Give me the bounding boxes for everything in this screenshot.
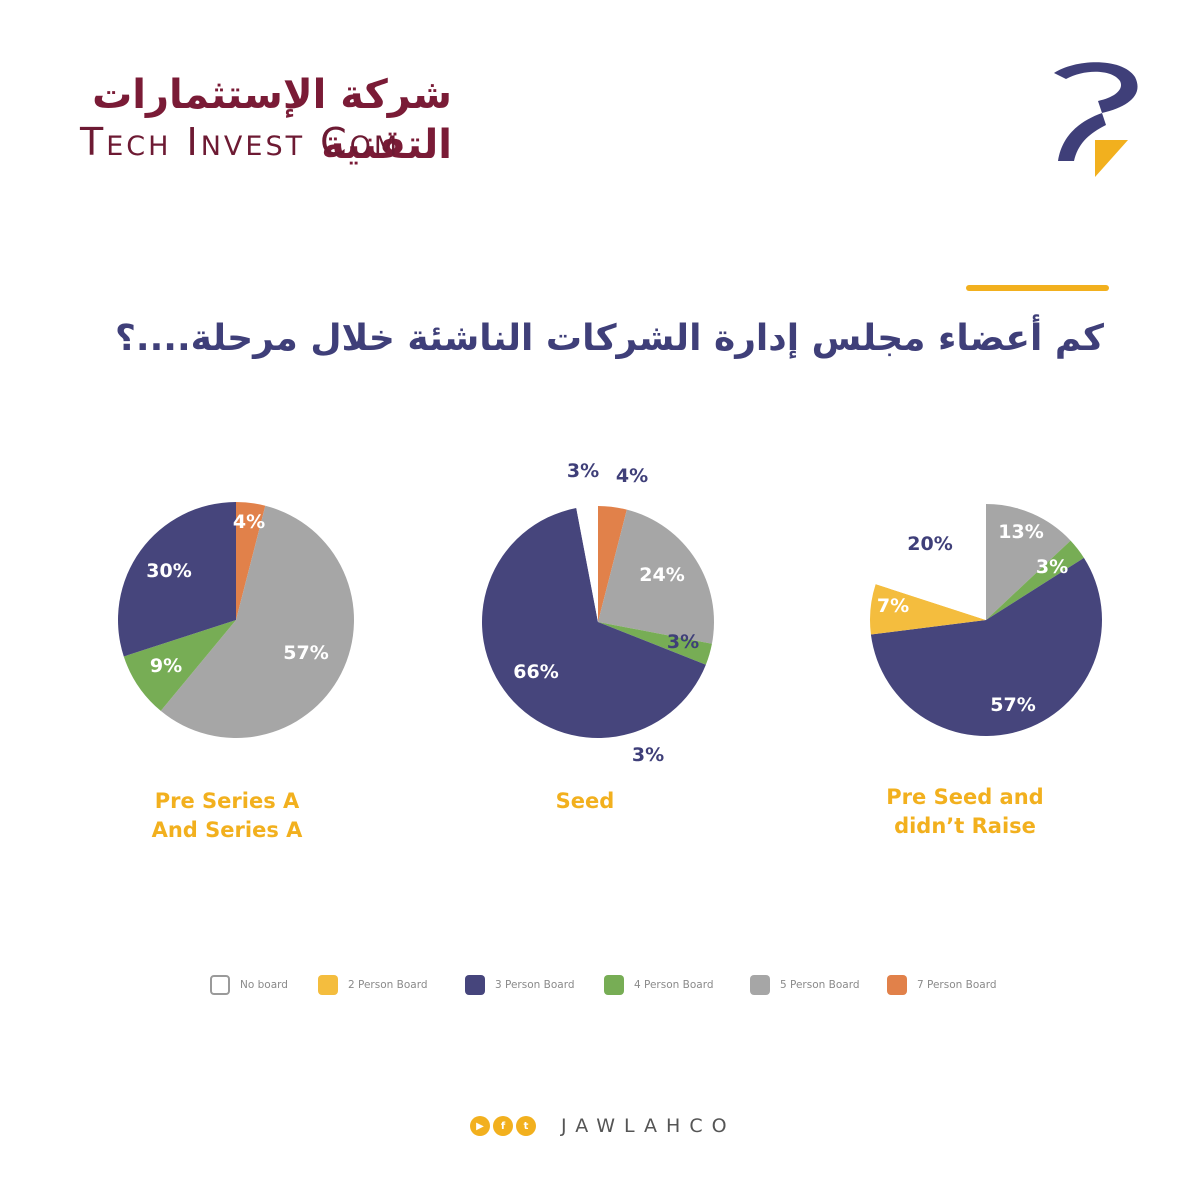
legend-item-no-board: No board <box>210 972 288 998</box>
footer-brand: JAWLAHCO <box>561 1115 736 1137</box>
chart-caption-seed: Seed <box>455 787 715 816</box>
caption-line: And Series A <box>151 818 303 842</box>
company-logo <box>1054 62 1138 177</box>
legend-item-4-person: 4 Person Board <box>604 972 714 998</box>
pie-data-label: 24% <box>639 564 684 586</box>
pie-slice-no-board <box>576 506 598 622</box>
legend-swatch <box>318 975 338 995</box>
legend-swatch <box>750 975 770 995</box>
legend-item-3-person: 3 Person Board <box>465 972 575 998</box>
pie-slice-2-person-board <box>870 584 986 635</box>
pie-slice-4-person-board <box>598 622 712 665</box>
chart-caption-pre-series-a: Pre Series A And Series A <box>97 787 357 845</box>
pie-data-label: 3% <box>1036 556 1068 578</box>
chart-caption-pre-seed: Pre Seed and didn’t Raise <box>835 783 1095 841</box>
pie-data-label: 7% <box>877 595 909 617</box>
brand-arabic-name: شركة الإستثمارات التقنية <box>92 72 452 168</box>
pie-slice-7-person-board <box>598 506 627 622</box>
pie-data-label: 66% <box>513 661 558 683</box>
legend-label: 2 Person Board <box>348 979 428 991</box>
caption-line: Pre Series A <box>154 789 300 813</box>
legend-label: 7 Person Board <box>917 979 997 991</box>
pie-data-label: 9% <box>150 655 182 677</box>
caption-line: didn’t Raise <box>894 814 1036 838</box>
pie-slice-7-person-board <box>236 502 266 620</box>
pie-data-label: 3% <box>667 631 699 653</box>
legend-item-2-person: 2 Person Board <box>318 972 428 998</box>
footer: ▶ f t JAWLAHCO <box>470 1112 736 1140</box>
pie-data-label: 4% <box>616 465 648 487</box>
pie-chart-seed: 4% 24% 3% 66% 3% 3% <box>482 460 714 766</box>
pie-data-label: 57% <box>990 694 1035 716</box>
caption-line: Seed <box>555 789 615 813</box>
pie-slice-5-person-board <box>598 509 714 644</box>
legend-label: No board <box>240 979 288 991</box>
page-title: كم أعضاء مجلس إدارة الشركات الناشئة خلال… <box>115 318 1104 359</box>
pie-data-label: 57% <box>283 642 328 664</box>
legend-label: 3 Person Board <box>495 979 575 991</box>
pie-slice-no-board <box>875 504 986 620</box>
chart-legend: No board 2 Person Board 3 Person Board 4… <box>210 972 1030 1002</box>
pie-slice-4-person-board <box>123 620 236 711</box>
pie-chart-pre-series-a: 4% 57% 9% 30% <box>118 502 355 738</box>
pie-data-label: 13% <box>998 521 1043 543</box>
title-accent-line <box>966 285 1109 291</box>
pie-data-label: 3% <box>567 460 599 482</box>
pie-slice-3-person-board <box>482 508 706 739</box>
legend-swatch <box>604 975 624 995</box>
pie-chart-pre-seed: 13% 3% 57% 7% 20% <box>870 504 1102 736</box>
legend-item-7-person: 7 Person Board <box>887 972 997 998</box>
legend-label: 4 Person Board <box>634 979 714 991</box>
pie-slice-5-person-board <box>160 505 355 738</box>
pie-slice-5-person-board <box>986 504 1071 620</box>
pie-slice-4-person-board <box>986 540 1084 620</box>
legend-swatch <box>887 975 907 995</box>
pie-data-label: 20% <box>907 533 952 555</box>
brand-english-name: Tech Invest Com <box>80 120 401 164</box>
youtube-icon[interactable]: ▶ <box>470 1116 490 1136</box>
facebook-icon[interactable]: f <box>493 1116 513 1136</box>
twitter-icon[interactable]: t <box>516 1116 536 1136</box>
pie-data-label: 4% <box>233 511 265 533</box>
pie-slice-3-person-board <box>118 502 236 657</box>
pie-charts: 4% 57% 9% 30% 4% 24% 3% 66% 3% 3% 13% 3% 57% 7% 20% <box>118 460 1102 766</box>
legend-swatch <box>210 975 230 995</box>
pie-data-label-extra: 3% <box>632 744 664 766</box>
legend-item-5-person: 5 Person Board <box>750 972 860 998</box>
caption-line: Pre Seed and <box>886 785 1044 809</box>
pie-slice-3-person-board <box>870 557 1102 736</box>
legend-swatch <box>465 975 485 995</box>
pie-data-label: 30% <box>146 560 191 582</box>
legend-label: 5 Person Board <box>780 979 860 991</box>
